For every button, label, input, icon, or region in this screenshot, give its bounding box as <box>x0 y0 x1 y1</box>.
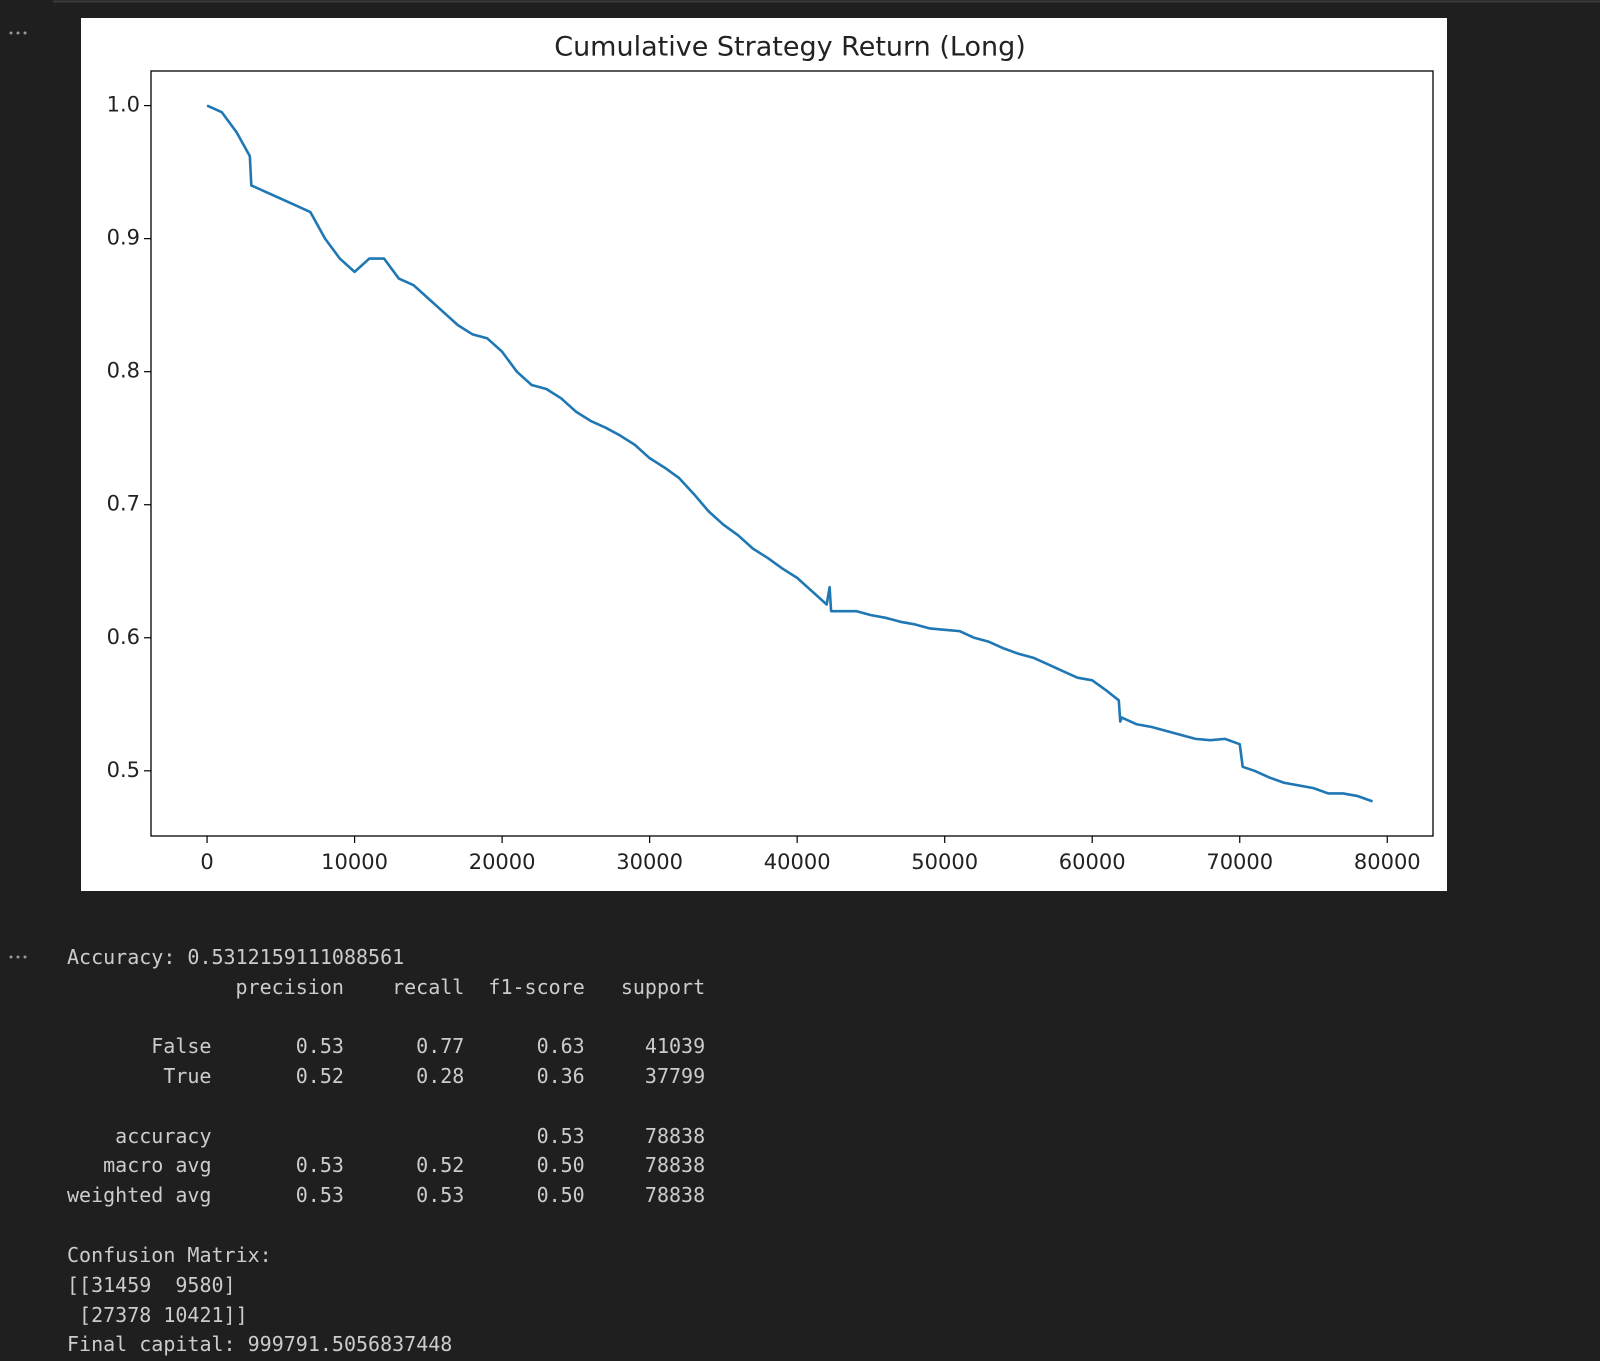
chart: Cumulative Strategy Return (Long) 0.5 0.6… <box>81 18 1447 891</box>
x-tick-label: 0 <box>200 850 213 874</box>
y-tick-label: 1.0 <box>107 93 140 117</box>
confusion-line: [[31459 9580] <box>67 1273 236 1297</box>
report-row-label: macro avg <box>103 1153 212 1177</box>
y-tick-label: 0.7 <box>107 492 140 516</box>
report-cell: 0.53 <box>295 1034 344 1058</box>
report-cell: 78838 <box>644 1153 706 1177</box>
report-header: recall <box>392 975 465 999</box>
report-row-label: False <box>151 1034 212 1058</box>
report-row-label: weighted avg <box>66 1183 212 1207</box>
report-cell: 0.50 <box>536 1183 585 1207</box>
report-row-label: accuracy <box>115 1124 212 1148</box>
accuracy-line: Accuracy: 0.5312159111088561 <box>67 945 405 969</box>
figure-background <box>81 18 1447 891</box>
x-tick-label: 80000 <box>1354 850 1421 874</box>
report-row-label: True <box>163 1064 212 1088</box>
confusion-title: Confusion Matrix: <box>67 1243 272 1267</box>
output-menu[interactable] <box>9 955 27 959</box>
x-tick-label: 30000 <box>616 850 683 874</box>
report-cell: 37799 <box>644 1064 706 1088</box>
x-tick-label: 10000 <box>321 850 388 874</box>
line-series <box>206 104 1373 803</box>
report-cell: 0.36 <box>536 1064 585 1088</box>
x-tick-label: 60000 <box>1059 850 1126 874</box>
report-cell: 0.52 <box>416 1153 465 1177</box>
report-header: support <box>620 975 706 999</box>
report-cell: 0.53 <box>536 1124 585 1148</box>
x-tick-label: 20000 <box>469 850 536 874</box>
report-cell: 41039 <box>644 1034 706 1058</box>
x-tick-label: 70000 <box>1206 850 1273 874</box>
report-cell: 0.53 <box>295 1183 344 1207</box>
report-cell: 0.50 <box>536 1153 585 1177</box>
output-menu[interactable] <box>9 31 27 35</box>
final-capital: Final capital: 999791.5056837448 <box>67 1332 453 1356</box>
y-tick-label: 0.9 <box>107 226 140 250</box>
report-cell: 0.53 <box>295 1153 344 1177</box>
chart-title: Cumulative Strategy Return (Long) <box>554 32 1026 63</box>
x-tick-label: 50000 <box>911 850 978 874</box>
report-cell: 0.63 <box>536 1034 585 1058</box>
report-cell: 0.77 <box>416 1034 465 1058</box>
x-tick-label: 40000 <box>764 850 831 874</box>
y-tick-label: 0.8 <box>107 359 140 383</box>
report-cell: 78838 <box>644 1124 706 1148</box>
report-header: precision <box>235 975 344 999</box>
report-header: f1-score <box>488 975 585 999</box>
report-cell: 0.28 <box>416 1064 465 1088</box>
y-tick-label: 0.6 <box>107 625 140 649</box>
plot-frame <box>150 70 1434 837</box>
report-cell: 0.52 <box>295 1064 344 1088</box>
report-cell: 0.53 <box>416 1183 465 1207</box>
y-tick-label: 0.5 <box>107 758 140 782</box>
confusion-line: [27378 10421]] <box>67 1302 248 1327</box>
report-cell: 78838 <box>644 1183 706 1207</box>
